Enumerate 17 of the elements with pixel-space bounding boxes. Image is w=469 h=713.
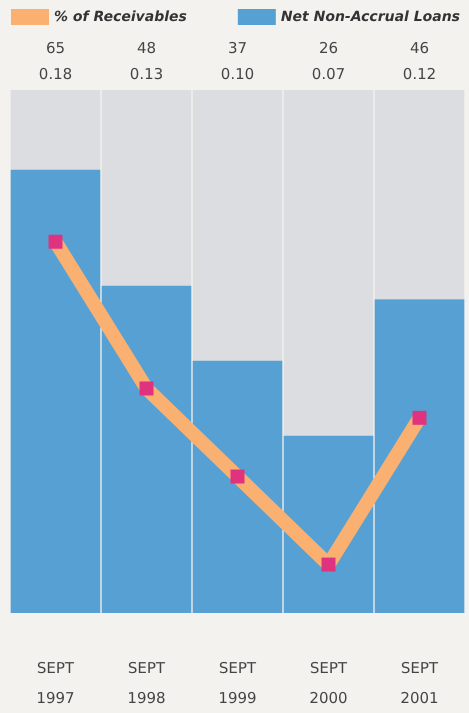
x-tick-label: SEPT 1998 xyxy=(127,659,166,707)
data-label: 0.13 xyxy=(130,65,164,83)
data-label: 46 xyxy=(410,39,430,57)
x-tick-label: SEPT 2000 xyxy=(309,659,348,707)
legend-label: % of Receivables xyxy=(54,9,187,25)
data-label: 0.12 xyxy=(402,65,436,83)
x-tick-label: SEPT 2001 xyxy=(400,659,439,707)
data-label: 26 xyxy=(318,39,338,57)
data-label: 48 xyxy=(136,39,156,57)
data-label: 0.10 xyxy=(220,65,254,83)
legend-label: Net Non-Accrual Loans xyxy=(280,9,460,25)
data-label: 0.07 xyxy=(312,65,346,83)
data-label: 37 xyxy=(228,39,248,57)
x-tick-label: SEPT 1999 xyxy=(218,659,257,707)
x-tick-label: SEPT 1997 xyxy=(36,659,75,707)
data-label: 65 xyxy=(46,39,66,57)
data-label: 0.18 xyxy=(38,65,72,83)
